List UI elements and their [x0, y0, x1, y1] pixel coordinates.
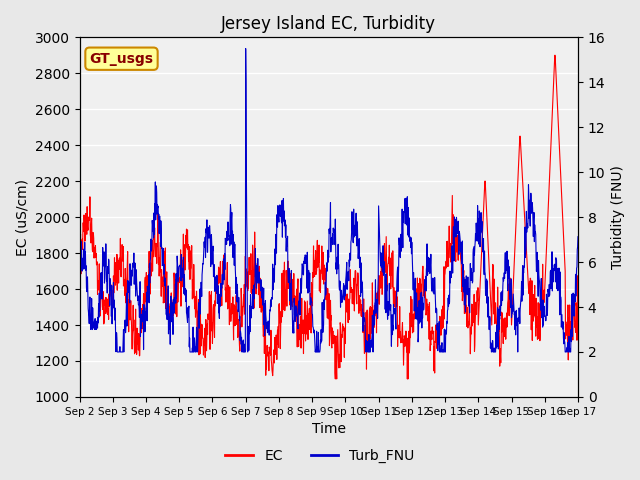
X-axis label: Time: Time: [312, 422, 346, 436]
Title: Jersey Island EC, Turbidity: Jersey Island EC, Turbidity: [221, 15, 436, 33]
Line: Turb_FNU: Turb_FNU: [79, 48, 578, 352]
Text: GT_usgs: GT_usgs: [90, 52, 154, 66]
Legend: EC, Turb_FNU: EC, Turb_FNU: [220, 443, 420, 468]
Y-axis label: Turbidity (FNU): Turbidity (FNU): [611, 165, 625, 269]
Line: EC: EC: [79, 55, 578, 379]
Y-axis label: EC (uS/cm): EC (uS/cm): [15, 179, 29, 256]
